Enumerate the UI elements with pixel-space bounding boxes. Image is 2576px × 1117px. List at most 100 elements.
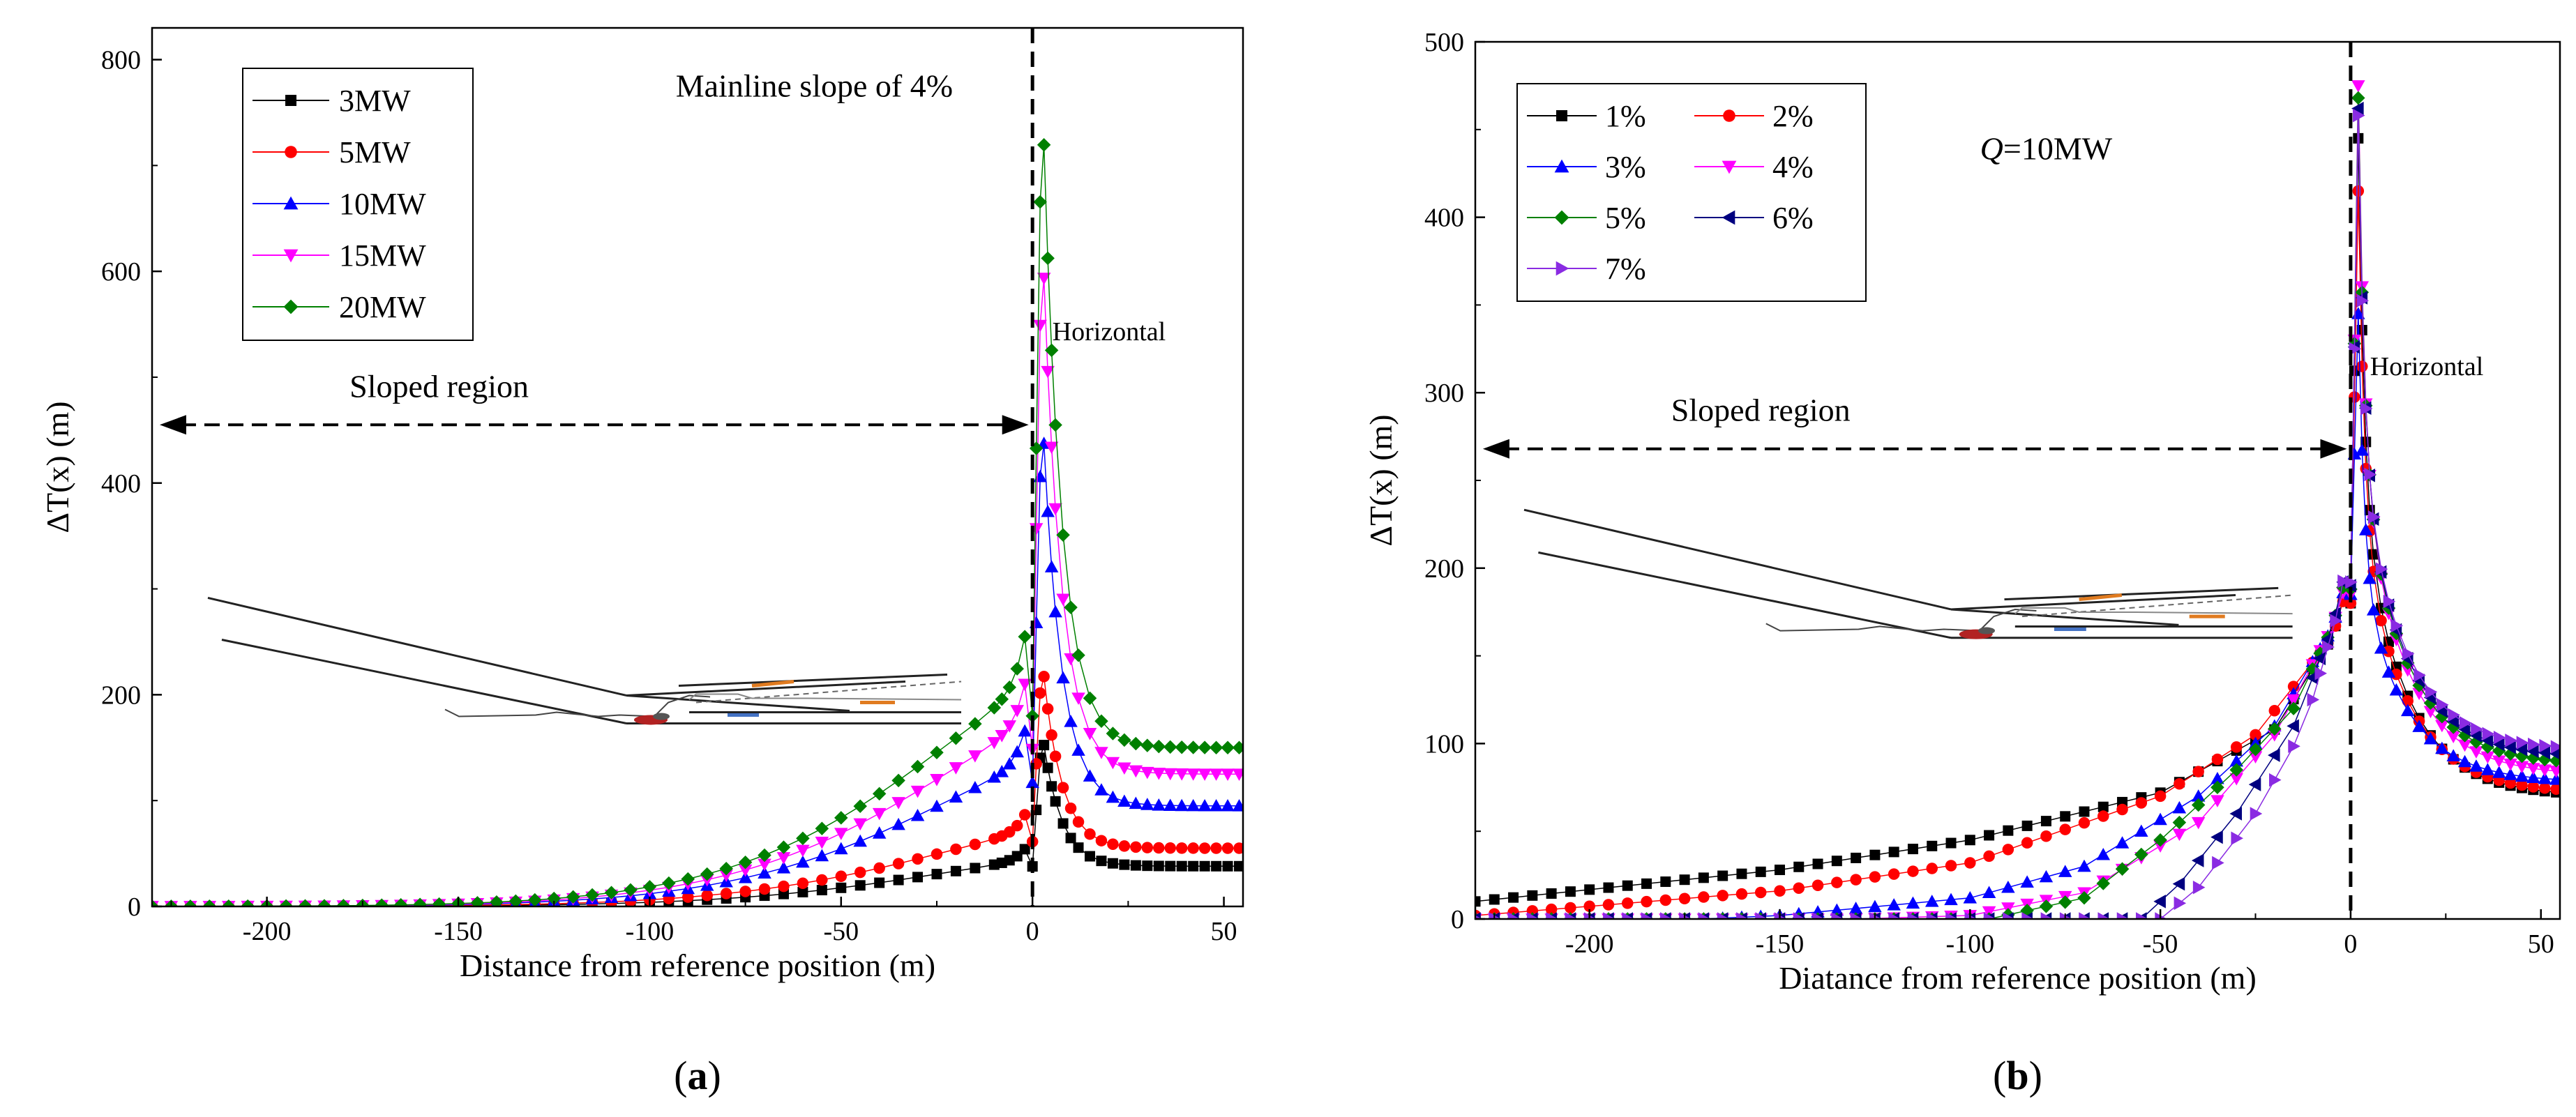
legend-label: 5MW <box>339 135 411 169</box>
legend-entry-20MW: 20MW <box>253 290 426 324</box>
data-point <box>375 898 389 906</box>
data-point <box>2401 664 2415 677</box>
data-point <box>2368 549 2379 560</box>
legend-entry-10MW: 10MW <box>253 187 426 221</box>
data-point <box>1233 842 1243 854</box>
data-point <box>872 807 887 821</box>
data-point <box>1793 861 1805 872</box>
data-point <box>1622 912 1634 919</box>
arrow-head-right <box>2320 439 2347 459</box>
data-point <box>1044 560 1059 572</box>
data-point <box>2248 743 2263 757</box>
data-point <box>1209 740 1223 754</box>
data-point <box>2538 745 2550 760</box>
y-tick-label: 100 <box>1424 729 1464 759</box>
data-point <box>853 799 867 813</box>
panel-label: (a) <box>674 1053 721 1098</box>
data-point <box>1106 727 1120 740</box>
data-point <box>2366 603 2381 616</box>
data-point <box>1735 888 1748 900</box>
data-point <box>1175 798 1189 812</box>
data-point <box>891 797 905 810</box>
legend-marker <box>1556 110 1567 121</box>
data-point <box>2375 614 2387 627</box>
data-point <box>1018 630 1032 644</box>
data-point <box>1130 860 1141 871</box>
data-point <box>1198 768 1212 781</box>
data-point <box>2423 731 2438 745</box>
data-point <box>2356 324 2367 335</box>
data-point <box>1084 828 1096 840</box>
data-point <box>2229 807 2243 821</box>
data-point <box>1546 888 1557 899</box>
data-point <box>930 774 944 787</box>
data-point <box>152 899 159 906</box>
data-point <box>1152 768 1166 780</box>
data-point <box>1755 866 1766 877</box>
data-point <box>1812 879 1824 891</box>
data-point <box>1641 912 1654 919</box>
data-point <box>1041 365 1055 379</box>
data-point <box>2374 641 2388 654</box>
data-point <box>1475 915 1482 919</box>
data-point <box>1210 842 1222 854</box>
data-point <box>2480 763 2495 775</box>
data-point <box>2268 748 2280 762</box>
data-point <box>2287 719 2299 733</box>
data-point <box>1221 842 1234 854</box>
data-point <box>1546 912 1558 919</box>
data-point <box>776 861 791 874</box>
data-point <box>1926 863 1938 874</box>
data-point <box>2174 778 2185 790</box>
data-point <box>1907 865 1919 877</box>
series-5MW <box>152 671 1243 906</box>
data-point <box>1603 912 1615 919</box>
data-point <box>1056 671 1070 684</box>
data-point <box>1140 738 1154 752</box>
data-point <box>2172 876 2185 891</box>
data-point <box>2079 806 2090 817</box>
data-point <box>1064 715 1078 727</box>
data-point <box>2355 443 2370 456</box>
data-point <box>2172 815 2187 830</box>
data-point <box>2504 777 2517 789</box>
legend: 1% 2% 3% 4% 5% 6% 7% <box>1516 83 1867 302</box>
data-point <box>1141 842 1154 853</box>
data-point <box>701 889 713 902</box>
data-point <box>1983 850 1995 863</box>
data-point <box>1527 912 1539 919</box>
data-point <box>2307 692 2320 707</box>
data-point <box>1907 844 1918 855</box>
data-point <box>1010 745 1024 758</box>
data-point <box>2191 789 2206 802</box>
data-point <box>1037 273 1051 285</box>
data-point <box>949 790 963 803</box>
legend-marker <box>1722 210 1735 225</box>
data-point <box>2230 741 2243 753</box>
data-point <box>1064 802 1077 814</box>
data-point <box>1508 892 1519 903</box>
data-point <box>2020 875 2034 888</box>
data-point <box>1754 886 1767 899</box>
data-point <box>2248 777 2261 791</box>
data-point <box>2539 738 2552 753</box>
data-point <box>1038 671 1050 683</box>
legend-marker <box>283 249 299 263</box>
data-point <box>1175 768 1189 781</box>
series-3% <box>1475 307 2560 919</box>
data-point <box>1755 912 1768 919</box>
data-point <box>1641 895 1652 908</box>
data-point <box>1659 894 1672 906</box>
legend-marker <box>1554 159 1569 173</box>
data-point <box>2423 706 2438 719</box>
data-point <box>202 899 217 906</box>
legend-label: 20MW <box>339 290 426 324</box>
data-point <box>1926 912 1939 919</box>
data-point <box>547 891 561 906</box>
data-point <box>2229 773 2243 786</box>
data-point <box>1071 648 1085 662</box>
data-point <box>1002 681 1016 694</box>
data-point <box>1153 842 1165 854</box>
data-point <box>1211 860 1222 872</box>
data-point <box>2136 912 2148 919</box>
